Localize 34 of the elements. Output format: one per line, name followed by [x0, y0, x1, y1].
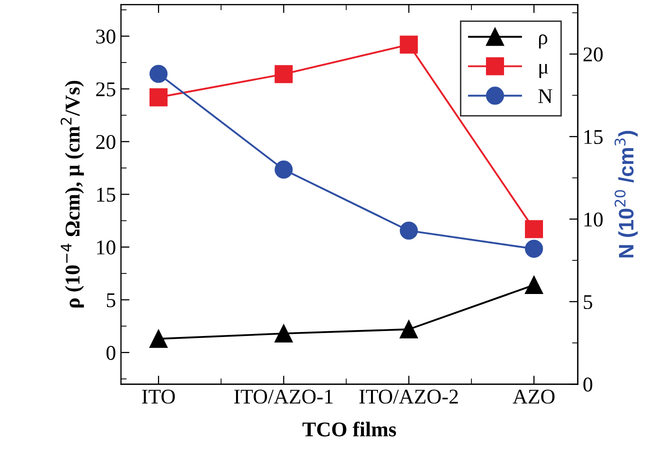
y-tick-label: 5 — [106, 293, 116, 308]
x-axis-title: TCO films — [302, 422, 396, 436]
point — [524, 220, 543, 238]
y2-tick-label: 15 — [584, 130, 603, 144]
y-tick-label: 25 — [96, 82, 116, 96]
y-tick-label: 30 — [96, 30, 116, 44]
legend-label: μ — [539, 64, 548, 78]
point — [274, 160, 293, 179]
x-tick-label: ITO — [142, 390, 175, 404]
y-axis-title: ρ (10$^{−4}$ Ωcm), μ (cm$^{2}$/Vs) — [60, 80, 84, 308]
y2-tick-label: 10 — [584, 212, 603, 227]
y-tick-label: 15 — [97, 188, 116, 202]
legend-label: N — [538, 89, 552, 104]
y2-axis-title: N (10$^{20}$ /cm$^{3}$) — [614, 130, 638, 258]
y-tick-label: 20 — [96, 134, 116, 150]
point — [524, 240, 543, 258]
point — [150, 330, 168, 348]
x-tick-label: AZO — [512, 390, 555, 404]
point — [274, 65, 293, 84]
x-tick-label: ITO/AZO-1 — [234, 390, 333, 404]
y2-tick-label: 0 — [583, 378, 592, 392]
y2-tick-label: 20 — [584, 47, 603, 62]
point — [524, 276, 543, 294]
point — [150, 64, 168, 83]
x-tick-label: ITO/AZO-2 — [359, 390, 458, 404]
y-tick-label: 0 — [106, 346, 116, 360]
legend-label: ρ — [539, 34, 548, 49]
y-tick-label: 10 — [97, 240, 116, 254]
point — [274, 324, 293, 343]
point — [150, 88, 168, 106]
point — [400, 222, 418, 240]
point — [400, 36, 418, 54]
y2-tick-label: 5 — [584, 295, 592, 310]
point — [400, 320, 418, 338]
